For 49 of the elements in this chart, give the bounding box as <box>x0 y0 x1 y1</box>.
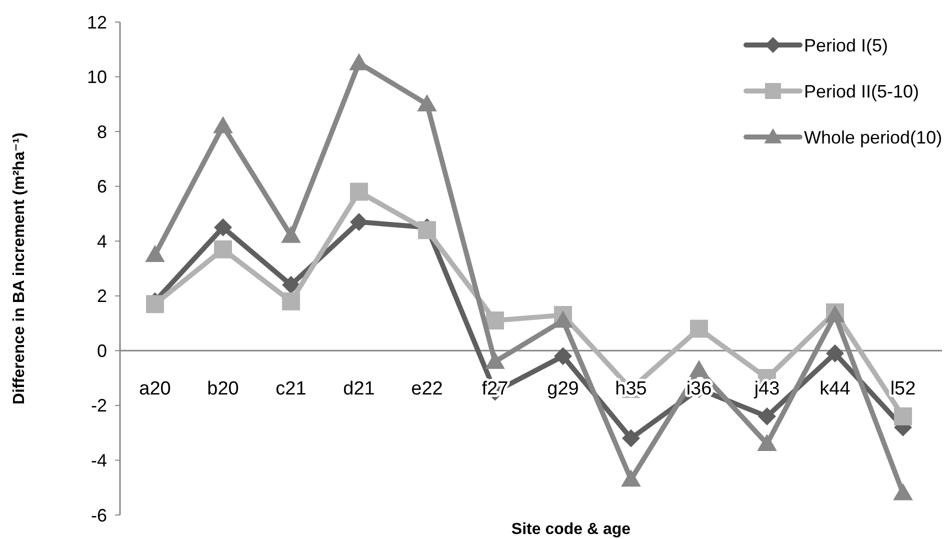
y-tick-label: 4 <box>96 231 107 252</box>
point <box>418 221 436 240</box>
point <box>690 320 708 338</box>
point <box>485 352 505 369</box>
point <box>213 116 233 134</box>
point <box>893 483 913 500</box>
point <box>826 344 844 362</box>
y-axis-title: Difference in BA increment (m²ha⁻¹) <box>11 132 28 404</box>
x-tick-label: j43 <box>753 378 780 400</box>
y-tick-label: -6 <box>90 505 107 526</box>
point <box>282 276 300 294</box>
y-tick-label: 10 <box>86 67 107 88</box>
x-tick-label: e22 <box>411 378 443 400</box>
point <box>689 360 709 378</box>
x-tick-label: b20 <box>207 378 239 400</box>
x-tick-label: h35 <box>615 378 647 400</box>
point <box>350 182 368 201</box>
point <box>758 407 776 426</box>
y-tick-label: 8 <box>96 122 107 142</box>
legend-label: Whole period(10) <box>804 127 942 148</box>
point <box>622 429 640 448</box>
x-tick-label: a20 <box>139 378 171 400</box>
point <box>554 347 572 366</box>
point <box>214 218 232 236</box>
y-tick-label: -2 <box>90 396 107 416</box>
y-tick-label: -4 <box>90 450 107 471</box>
legend-label: Period II(5-10) <box>804 81 920 102</box>
x-tick-label: k44 <box>820 378 851 400</box>
point <box>145 244 165 262</box>
legend-label: Period I(5) <box>804 35 888 56</box>
y-tick-label: 2 <box>96 286 107 306</box>
point <box>214 240 232 258</box>
x-axis-title: Site code & age <box>511 521 631 538</box>
x-tick-label: c21 <box>276 378 306 400</box>
x-tick-label: l52 <box>890 378 916 400</box>
point <box>486 312 504 330</box>
point <box>417 94 437 112</box>
point <box>146 295 164 314</box>
x-tick-label: d21 <box>343 378 375 400</box>
point <box>757 434 777 451</box>
point <box>350 212 368 231</box>
point <box>894 407 912 426</box>
y-tick-label: 6 <box>96 176 107 197</box>
x-tick-label: g29 <box>547 378 579 400</box>
y-tick-label: 12 <box>86 12 107 32</box>
y-tick-label: 0 <box>96 340 107 361</box>
point <box>282 292 300 310</box>
point <box>621 469 641 487</box>
point <box>281 226 301 243</box>
